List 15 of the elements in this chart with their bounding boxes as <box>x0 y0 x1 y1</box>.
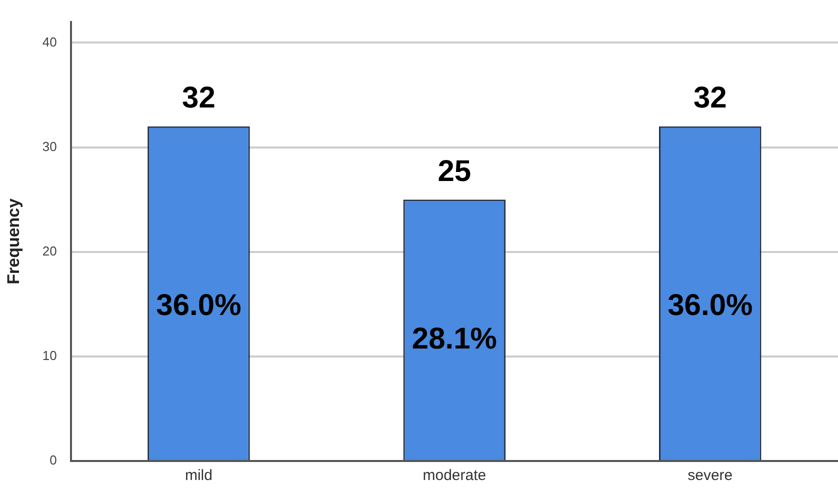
x-tick-label: moderate <box>422 467 486 484</box>
data-label: 32 <box>182 82 216 115</box>
data-label: 25 <box>438 154 472 188</box>
y-tick-label: 40 <box>42 34 57 50</box>
y-tick-label: 30 <box>42 138 57 154</box>
data-label: 32 <box>693 82 727 115</box>
x-tick-label: severe <box>688 467 733 484</box>
annotation: 36.0% <box>156 288 242 322</box>
annotation: 28.1% <box>412 322 497 356</box>
y-tick-label: 20 <box>42 243 57 258</box>
y-tick-label: 0 <box>50 452 57 468</box>
x-tick-label: mild <box>184 467 212 484</box>
annotation: 36.0% <box>668 288 753 322</box>
y-tick-label: 10 <box>42 348 57 364</box>
y-axis-title: Frequency <box>4 198 23 284</box>
